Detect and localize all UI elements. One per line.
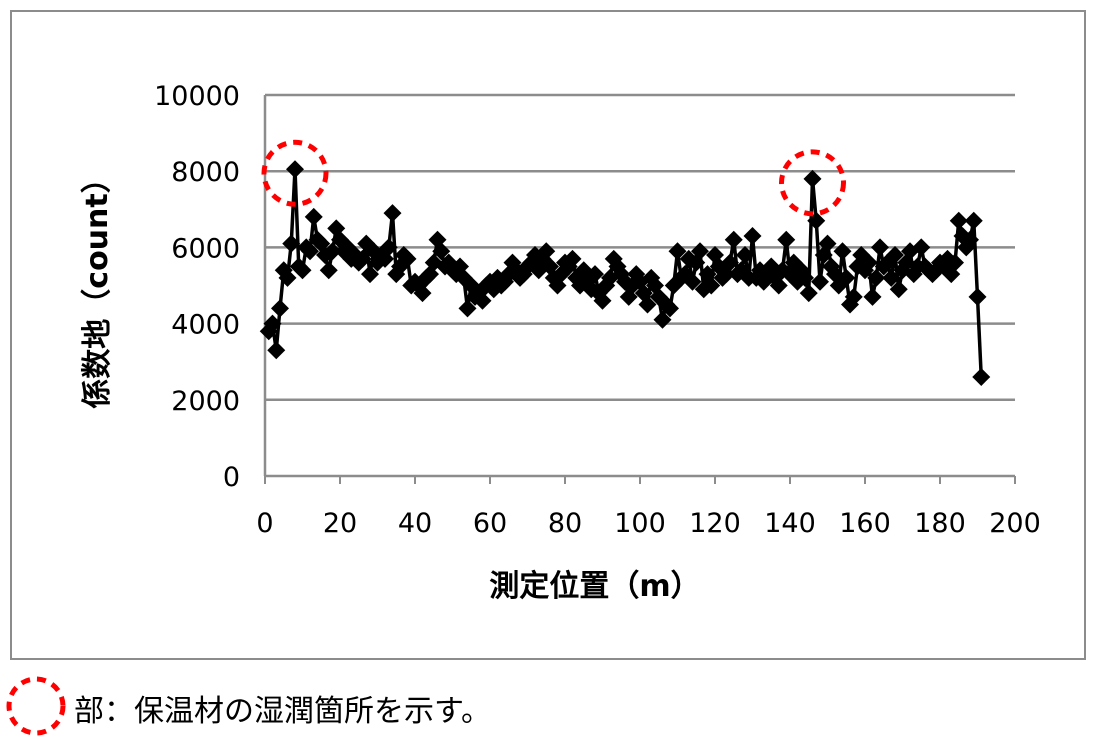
data-point (263, 314, 282, 333)
data-point (398, 249, 417, 268)
data-point (859, 253, 878, 272)
data-point (863, 287, 882, 306)
data-point (867, 268, 886, 287)
y-tick-label: 8000 (171, 157, 240, 188)
data-point (661, 299, 679, 318)
data-point (886, 246, 904, 265)
y-tick-label: 2000 (171, 386, 240, 417)
data-point (946, 253, 964, 272)
data-point (304, 207, 323, 226)
data-point (432, 242, 451, 261)
x-tick-label: 80 (548, 508, 582, 539)
data-point (537, 242, 556, 261)
data-point (413, 284, 432, 303)
x-axis-label: 測定位置（m） (489, 569, 700, 604)
data-point (811, 272, 829, 291)
x-tick-label: 100 (614, 508, 666, 539)
data-point (777, 230, 796, 249)
data-point (889, 280, 908, 299)
x-tick-label: 20 (323, 508, 357, 539)
data-point (379, 238, 398, 257)
data-point (961, 230, 979, 249)
data-point (323, 242, 342, 261)
data-point (282, 234, 301, 253)
data-point (769, 276, 788, 295)
data-point (844, 287, 863, 306)
data-point (683, 272, 702, 291)
data-point (473, 291, 492, 310)
data-point (267, 341, 286, 360)
data-point (818, 234, 837, 253)
data-point (882, 268, 901, 287)
chart-frame (10, 10, 1086, 660)
data-point (736, 246, 754, 265)
data-point (968, 287, 987, 306)
data-point (301, 242, 319, 261)
data-point (837, 268, 856, 287)
data-point (638, 295, 657, 314)
highlight-circle (261, 139, 329, 207)
data-point (691, 242, 709, 261)
data-point (803, 169, 822, 188)
data-point (743, 226, 762, 245)
data-point (796, 268, 814, 287)
legend-text: 部：保温材の湿潤箇所を示す。 (74, 694, 491, 729)
data-point (949, 211, 968, 230)
data-point (361, 265, 379, 284)
data-point (319, 261, 338, 280)
data-point (964, 211, 983, 230)
data-point (286, 160, 304, 179)
x-tick-label: 140 (764, 508, 816, 539)
x-tick-label: 160 (839, 508, 891, 539)
data-point (724, 230, 743, 249)
y-tick-label: 10000 (154, 81, 240, 112)
y-tick-label: 0 (223, 462, 240, 493)
x-tick-label: 180 (914, 508, 966, 539)
data-point (702, 276, 721, 295)
data-point (721, 253, 739, 272)
data-point (668, 242, 687, 261)
data-point (271, 299, 289, 318)
x-tick-label: 40 (398, 508, 432, 539)
y-axis-label: 係数地（count） (80, 163, 115, 408)
data-point (799, 284, 818, 303)
data-point (833, 242, 852, 261)
highlight-circle (779, 149, 846, 217)
data-point (912, 238, 931, 257)
data-point (383, 204, 402, 223)
data-point (653, 310, 672, 329)
x-tick-label: 200 (989, 508, 1041, 539)
data-point (293, 261, 312, 280)
data-point (278, 268, 297, 287)
legend-dashed-circle-icon (6, 676, 66, 736)
data-point (353, 249, 372, 268)
data-point (972, 367, 991, 386)
data-point (593, 291, 612, 310)
data-point (458, 299, 477, 318)
data-point (871, 238, 889, 257)
y-tick-label: 6000 (171, 233, 240, 264)
x-tick-label: 60 (473, 508, 507, 539)
x-tick-label: 0 (256, 508, 273, 539)
data-point (586, 265, 604, 284)
data-point (563, 249, 582, 268)
y-tick-label: 4000 (171, 310, 240, 341)
x-tick-label: 120 (689, 508, 741, 539)
